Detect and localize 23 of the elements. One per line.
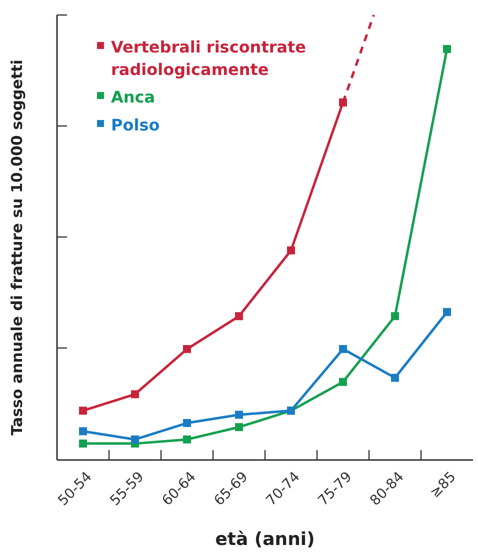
point [443,45,451,53]
point [183,419,191,428]
point [183,345,191,354]
point [131,435,139,444]
point [131,390,139,398]
point [235,423,243,432]
point [79,427,87,436]
x-axis-title: età (anni) [215,529,315,550]
point [287,246,295,254]
legend-label: Vertebrali riscontrate radiologicamente [111,38,306,79]
legend-label: Polso [111,116,160,135]
point [391,312,399,320]
point [79,406,87,415]
point [391,374,399,382]
point [79,440,87,448]
point [443,308,451,316]
point [339,378,347,386]
point [235,312,243,320]
point [235,410,243,419]
y-axis-title: Tasso annuale di fratture su 10.000 soggetti [8,60,26,436]
point [339,345,347,354]
legend-label: Anca [111,88,156,107]
point [183,435,191,444]
